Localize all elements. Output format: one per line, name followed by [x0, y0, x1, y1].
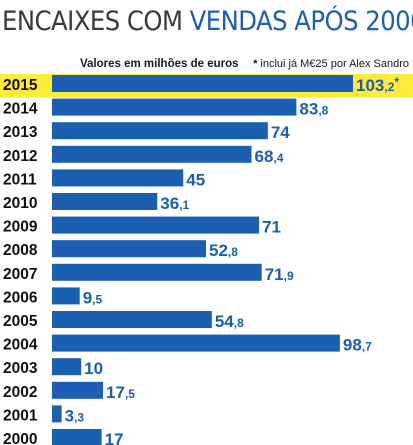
bar-2003	[52, 358, 82, 376]
value-label-2015: 103,2*	[356, 75, 399, 95]
year-label-2015: 2015	[3, 77, 38, 94]
value-label-2012: 68,4	[255, 147, 284, 166]
bar-2000	[52, 429, 102, 445]
footnote-marker: *	[253, 58, 258, 70]
bar-2004	[52, 334, 340, 352]
bar-2002	[52, 381, 104, 399]
value-label-2007: 71,9	[265, 265, 294, 284]
value-label-2010: 36,1	[160, 194, 189, 213]
value-label-2006: 9,5	[83, 288, 103, 307]
bar-2005	[52, 311, 212, 328]
year-label-2008: 2008	[3, 242, 38, 259]
chart-title-part2: VENDAS APÓS 2000	[189, 6, 413, 37]
year-label-2000: 2000	[3, 431, 37, 445]
bar-2014	[52, 98, 297, 116]
value-label-2011: 45	[186, 170, 205, 189]
bar-2015	[52, 75, 353, 92]
footnote-text: inclui já M€25 por Alex Sandro	[260, 58, 409, 70]
chart-subtitle: Valores em milhões de euros	[80, 58, 239, 70]
bar-2008	[52, 240, 206, 258]
year-label-2005: 2005	[3, 313, 38, 330]
year-label-2006: 2006	[3, 289, 38, 306]
year-label-2010: 2010	[3, 195, 37, 212]
year-label-2007: 2007	[3, 266, 37, 283]
bar-2010	[52, 193, 158, 210]
bar-2012	[52, 145, 252, 163]
value-label-2009: 71	[262, 218, 281, 237]
year-label-2003: 2003	[3, 360, 38, 377]
chart-footnote: * inclui já M€25 por Alex Sandro	[253, 58, 409, 70]
value-label-2000: 17	[105, 430, 124, 445]
bar-2006	[52, 287, 80, 305]
value-label-2005: 54,8	[215, 312, 244, 331]
bar-2007	[52, 263, 262, 281]
year-label-2014: 2014	[3, 101, 38, 118]
bar-2011	[52, 169, 184, 187]
year-label-2004: 2004	[3, 337, 38, 354]
chart-title: ENCAIXES COM VENDAS APÓS 2000	[2, 2, 413, 42]
value-label-2008: 52,8	[209, 241, 238, 260]
value-label-2004: 98,7	[343, 336, 372, 355]
chart-title-part1: ENCAIXES COM	[2, 6, 183, 37]
year-label-2009: 2009	[3, 219, 38, 236]
bar-2009	[52, 216, 260, 234]
year-label-2012: 2012	[3, 148, 37, 165]
year-label-2001: 2001	[3, 407, 38, 424]
year-label-2002: 2002	[3, 384, 37, 401]
value-label-2001: 3,3	[65, 406, 85, 425]
value-label-2014: 83,8	[299, 100, 328, 119]
bar-2001	[52, 405, 62, 423]
value-label-2003: 10	[84, 359, 103, 378]
value-label-2002: 17,5	[106, 383, 135, 402]
value-label-2013: 74	[271, 123, 290, 142]
year-label-2011: 2011	[3, 171, 37, 188]
bar-2013	[52, 122, 268, 140]
year-label-2013: 2013	[3, 124, 38, 141]
